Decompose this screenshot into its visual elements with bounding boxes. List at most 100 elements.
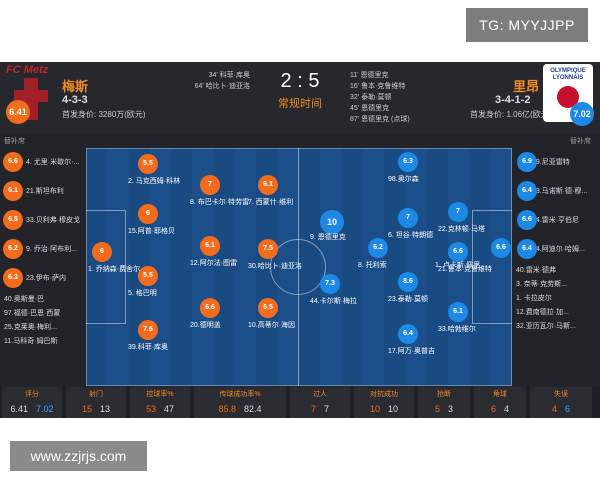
away-player-name: 9. 恩德里克 <box>310 234 346 241</box>
away-sub-row[interactable]: 6.4 13.马诺斯·德·穆... <box>512 177 598 206</box>
home-sub-row[interactable]: 6.1 21.斯坦布利 <box>0 177 86 206</box>
away-sub-row[interactable]: 32.亚历瓦尔·马斯... <box>512 320 598 334</box>
away-team-logo: OLYMPIQUE LYONNAIS <box>543 64 593 122</box>
away-player-rating[interactable]: 7 <box>448 202 468 222</box>
home-team-name[interactable]: 梅斯 <box>62 79 89 94</box>
watermark-bottom: www.zzjrjs.com <box>10 441 147 471</box>
stat-label: 过人 <box>313 391 327 398</box>
stat-home-value: 53 <box>145 404 156 414</box>
stat-block: 射门 15 13 <box>66 387 126 418</box>
away-sub-row[interactable]: 12.费南德拉·加... <box>512 306 598 320</box>
away-sub-rating: 6.9 <box>517 152 537 172</box>
home-player-name: 20.德明盖 <box>190 322 221 329</box>
left-penalty-box <box>86 210 126 324</box>
home-player-rating[interactable]: 7.5 <box>258 239 278 259</box>
stat-home-value: 85.8 <box>218 404 236 414</box>
away-sub-row[interactable]: 1. 卡拉皮尔 <box>512 292 598 306</box>
away-sub-name: 19.尼亚雷特 <box>532 159 570 166</box>
stat-label: 传球成功率% <box>219 391 261 398</box>
home-player-name: 39.科菲·库奥 <box>128 344 169 351</box>
home-formation: 4-3-3 <box>62 94 88 106</box>
home-player-name: 10.高蒂尔·海因 <box>248 322 296 329</box>
home-goal-events: 34' 科菲·库奥 64' 哈比卜·迪亚洛 <box>150 70 250 92</box>
away-sub-row[interactable]: 3. 奈蒂·克劳斯... <box>512 278 598 292</box>
home-sub-rating: 6.5 <box>3 210 23 230</box>
home-player-rating[interactable]: 7 <box>200 175 220 195</box>
home-sub-row[interactable]: 97.福德·巴恩·西蒙 <box>0 307 86 321</box>
home-sub-rating: 6.2 <box>3 239 23 259</box>
away-value: 1.06亿(欧元) <box>506 110 552 119</box>
stat-block: 失误 4 6 <box>530 387 592 418</box>
away-sub-name: 12.费南德拉·加... <box>516 309 569 316</box>
away-logo-text-1: OLYMPIQUE <box>550 68 586 74</box>
away-player-rating[interactable]: 10 <box>320 210 344 234</box>
away-sub-row[interactable]: 6.9 19.尼亚雷特 <box>512 148 598 177</box>
home-subs-label: 替补席 <box>4 138 25 145</box>
home-sub-name: 33.贝利弗·穆皮戈 <box>26 217 81 224</box>
away-player-name: 6. 坦谷·特朗德 <box>388 232 434 239</box>
home-sub-name: 21.斯坦布利 <box>26 188 64 195</box>
away-sub-rating: 6.6 <box>517 210 537 230</box>
home-player-rating[interactable]: 7.6 <box>138 320 158 340</box>
home-sub-rating: 6.6 <box>3 152 23 172</box>
home-player-rating[interactable]: 6.5 <box>258 298 278 318</box>
away-player-rating[interactable]: 7 <box>398 208 418 228</box>
home-sub-row[interactable]: 6.5 33.贝利弗·穆皮戈 <box>0 206 86 235</box>
away-substitutes: 6.9 19.尼亚雷特 6.4 13.马诺斯·德·穆... 6.6 14.雷米·亨伯尼… <box>512 148 598 334</box>
away-value-label: 首发身价: <box>470 110 505 119</box>
home-sub-row[interactable]: 6.3 23.伊布·萨内 <box>0 264 86 293</box>
home-team-rating: 6.41 <box>6 100 30 124</box>
right-penalty-box <box>472 210 512 324</box>
away-sub-row[interactable]: 6.6 14.雷米·亨伯尼 <box>512 206 598 235</box>
away-player-rating[interactable]: 6.2 <box>368 238 388 258</box>
away-event: 45' 恩德里克 <box>350 105 390 112</box>
away-player-name: 1. 卢卡斯·佩里 <box>435 262 481 269</box>
away-player-rating[interactable]: 6.6 <box>491 238 511 258</box>
home-player-name: 8. 布巴卡尔·特劳雷 <box>190 199 250 206</box>
home-sub-row[interactable]: 25.克莱奥·梅利... <box>0 321 86 335</box>
away-sub-rating: 6.4 <box>517 181 537 201</box>
away-player-rating[interactable]: 6.1 <box>448 302 468 322</box>
home-player-rating[interactable]: 6 <box>138 204 158 224</box>
home-player-rating[interactable]: 6.1 <box>200 236 220 256</box>
away-team-rating: 7.02 <box>570 102 594 126</box>
away-player-rating[interactable]: 6.3 <box>398 152 418 172</box>
center-circle <box>270 239 326 295</box>
stat-away-value: 82.4 <box>244 404 262 414</box>
stats-bar: 评分 6.41 7.02 射门 15 13 控球率% 53 47 传球成功率% 85.8 82.4 过人… <box>0 387 600 418</box>
home-player-name: 2. 马克西姆·科林 <box>128 178 181 185</box>
home-sub-row[interactable]: 6.2 9. 乔治·阿布利... <box>0 235 86 264</box>
home-sub-rating: 6.1 <box>3 181 23 201</box>
away-player-rating[interactable]: 6.6 <box>448 242 468 262</box>
home-player-rating[interactable]: 6.6 <box>200 298 220 318</box>
home-sub-name: 4. 尤里·米歇尔·... <box>26 159 80 166</box>
stat-home-value: 4 <box>551 404 557 414</box>
home-substitutes: 6.6 4. 尤里·米歇尔·... 6.1 21.斯坦布利 6.5 33.贝利弗·穆皮… <box>0 148 86 349</box>
home-player-name: 1. 乔纳森·费舍尔 <box>88 266 141 273</box>
score: 2 : 5 <box>280 70 320 92</box>
home-sub-row[interactable]: 6.6 4. 尤里·米歇尔·... <box>0 148 86 177</box>
away-sub-row[interactable]: 40.雷米·德弗 <box>512 264 598 278</box>
away-player-name: 98.奥尔森 <box>388 176 419 183</box>
home-logo-text: FC Metz <box>6 64 49 76</box>
away-player-rating[interactable]: 7.3 <box>320 274 340 294</box>
stat-home-value: 10 <box>369 404 380 414</box>
home-player-rating[interactable]: 6.1 <box>258 175 278 195</box>
away-goal-events: 11' 恩德里克 16' 鲁本·克鲁维特 32' 泰勒·莫顿 45' 恩德里克 … <box>350 70 470 125</box>
away-team-name[interactable]: 里昂 <box>513 79 540 94</box>
away-player-rating[interactable]: 6.4 <box>398 324 418 344</box>
home-sub-row[interactable]: 40.奥斯曼·巴 <box>0 293 86 307</box>
away-sub-name: 34.阿迪尔·哈姆... <box>532 246 585 253</box>
home-player-rating[interactable]: 5.5 <box>138 154 158 174</box>
away-formation: 3-4-1-2 <box>495 94 531 106</box>
home-player-rating[interactable]: 5.5 <box>138 266 158 286</box>
away-sub-name: 13.马诺斯·德·穆... <box>532 188 588 195</box>
away-player-rating[interactable]: 8.6 <box>398 272 418 292</box>
home-player-rating[interactable]: 6 <box>92 242 112 262</box>
away-event: 16' 鲁本·克鲁维特 <box>350 83 406 90</box>
home-sub-name: 97.福德·巴恩·西蒙 <box>4 310 61 317</box>
away-player-name: 17.阿万·奥普吉 <box>388 348 436 355</box>
home-sub-row[interactable]: 11.马科奇·姆巴斯 <box>0 335 86 349</box>
pitch-border <box>86 148 512 386</box>
away-sub-row[interactable]: 6.4 34.阿迪尔·哈姆... <box>512 235 598 264</box>
